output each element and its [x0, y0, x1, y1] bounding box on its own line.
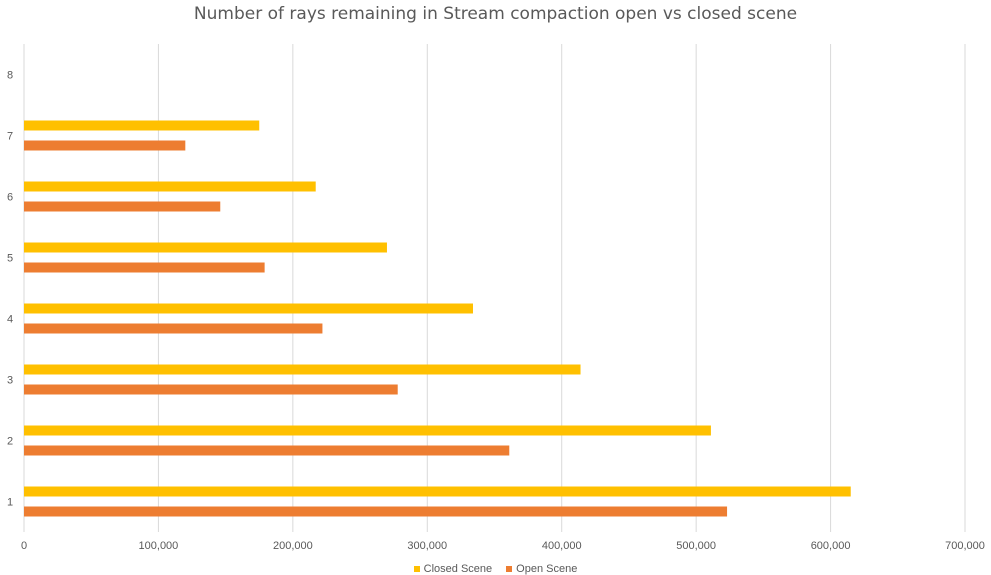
bar-open-scene-5	[24, 262, 265, 273]
bar-open-scene-3	[24, 384, 398, 395]
x-tick-label: 400,000	[542, 540, 582, 552]
x-tick-label: 600,000	[811, 540, 851, 552]
x-tick-label: 200,000	[273, 540, 313, 552]
bar-closed-scene-2	[24, 425, 711, 436]
legend-label-open-scene: Open Scene	[516, 563, 578, 575]
gridlines	[23, 44, 966, 532]
x-tick-label: 100,000	[139, 540, 179, 552]
y-tick-label: 4	[7, 314, 13, 326]
y-tick-label: 2	[7, 436, 13, 448]
bar-closed-scene-4	[24, 303, 473, 314]
y-tick-label: 5	[7, 253, 13, 265]
y-tick-label: 8	[7, 70, 13, 82]
bar-closed-scene-6	[24, 181, 316, 192]
x-tick-label: 0	[21, 540, 27, 552]
bar-open-scene-2	[24, 445, 510, 456]
legend-swatch-open-scene	[506, 566, 513, 572]
x-tick-label: 500,000	[676, 540, 716, 552]
bar-open-scene-1	[24, 506, 728, 517]
legend-swatch-closed-scene	[413, 566, 420, 572]
legend-item-closed-scene: Closed Scene	[413, 563, 493, 575]
chart-title: Number of rays remaining in Stream compa…	[193, 4, 798, 24]
y-tick-label: 7	[7, 131, 13, 143]
bar-closed-scene-7	[24, 120, 260, 131]
bar-closed-scene-1	[24, 486, 851, 497]
bar-closed-scene-5	[24, 242, 387, 253]
bar-open-scene-4	[24, 323, 323, 334]
legend-label-closed-scene: Closed Scene	[423, 563, 493, 575]
y-tick-label: 6	[7, 192, 13, 204]
y-axis-tick-labels: 1 2 3 4 5 6 7 8	[7, 70, 13, 509]
bars	[24, 120, 851, 517]
bar-closed-scene-3	[24, 364, 581, 375]
legend: Closed Scene Open Scene	[0, 563, 991, 575]
x-tick-label: 300,000	[407, 540, 447, 552]
y-tick-label: 1	[7, 497, 13, 509]
bar-open-scene-6	[24, 201, 221, 212]
x-axis-tick-labels: 0 100,000 200,000 300,000 400,000 500,000 600,…	[21, 540, 985, 552]
legend-item-open-scene: Open Scene	[506, 563, 577, 575]
bar-open-scene-7	[24, 140, 186, 151]
x-tick-label: 700,000	[945, 540, 985, 552]
y-tick-label: 3	[7, 375, 13, 387]
